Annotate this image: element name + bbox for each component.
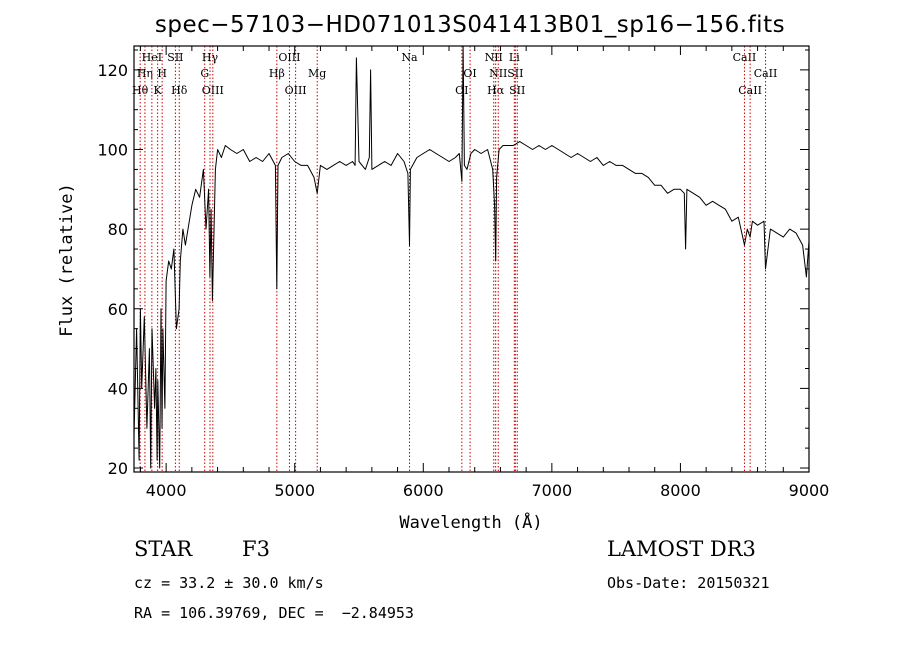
spectral-line-label: OIII: [278, 51, 300, 64]
spectral-line-label: Hα: [487, 84, 505, 97]
x-tick-label: 7000: [531, 481, 572, 500]
object-class: STAR: [134, 537, 193, 561]
x-tick-label: 9000: [789, 481, 830, 500]
spectral-line-label: OIII: [285, 84, 307, 97]
y-tick-label: 100: [97, 141, 128, 160]
spectral-line-label: NII: [489, 67, 507, 80]
spectral-line-label: Hη: [137, 67, 153, 80]
object-subclass: F3: [242, 537, 270, 561]
observation-date: Obs-Date: 20150321: [607, 574, 770, 592]
spectral-line-label: SII: [507, 67, 523, 80]
y-tick-label: 40: [108, 379, 128, 398]
spectral-line-label: OI: [463, 67, 476, 80]
spectral-line-label: CaII: [754, 67, 778, 80]
x-tick-label: 4000: [146, 481, 187, 500]
spectrum-series: [133, 45, 810, 469]
spectral-line-label: Mg: [308, 67, 326, 80]
y-axis-label: Flux (relative): [57, 183, 77, 337]
x-tick-label: 8000: [660, 481, 701, 500]
spectral-line-label: Li: [509, 51, 520, 64]
y-tick-label: 80: [108, 220, 128, 239]
spectral-line-label: HeI: [142, 51, 162, 64]
spectral-line-label: G: [200, 67, 209, 80]
spectral-line-label: OI: [455, 84, 468, 97]
y-tick-label: 120: [97, 61, 128, 80]
chart-title: spec−57103−HD071013S041413B01_sp16−156.f…: [155, 12, 785, 38]
spectral-line-label: SII: [167, 51, 183, 64]
x-tick-label: 5000: [274, 481, 315, 500]
coordinates: RA = 106.39769, DEC = −2.84953: [134, 604, 414, 622]
x-tick-label: 6000: [403, 481, 444, 500]
spectral-line-label: K: [154, 84, 163, 97]
spectral-line-label: CaII: [733, 51, 757, 64]
spectral-line-label: Hθ: [132, 84, 149, 97]
y-tick-label: 60: [108, 300, 128, 319]
plot-frame: [133, 45, 810, 473]
spectral-line-label: Hβ: [269, 67, 285, 80]
spectral-line-label: NII: [485, 51, 503, 64]
redshift-velocity: cz = 33.2 ± 30.0 km/s: [134, 574, 324, 592]
spectral-line-label: Hδ: [171, 84, 188, 97]
axis-ticks: 4000 5000 6000 7000 8000 9000 20 40 60 80 100 120: [97, 46, 829, 500]
spectral-line-markers: HθHηHeIKHSIIHδGHγOIIIHβOIIIOIIIMgNaOIOIN…: [132, 46, 777, 472]
spectral-line-label: CaII: [738, 84, 762, 97]
spectral-line-label: Hγ: [202, 51, 219, 64]
spectrum-line: [133, 45, 810, 469]
survey-name: LAMOST DR3: [607, 537, 756, 561]
y-tick-label: 20: [108, 459, 128, 478]
spectral-line-label: OIII: [202, 84, 224, 97]
spectral-line-label: Na: [401, 51, 418, 64]
x-axis-label: Wavelength (Å): [399, 511, 542, 533]
spectral-line-label: H: [157, 67, 167, 80]
spectral-line-label: SII: [509, 84, 525, 97]
